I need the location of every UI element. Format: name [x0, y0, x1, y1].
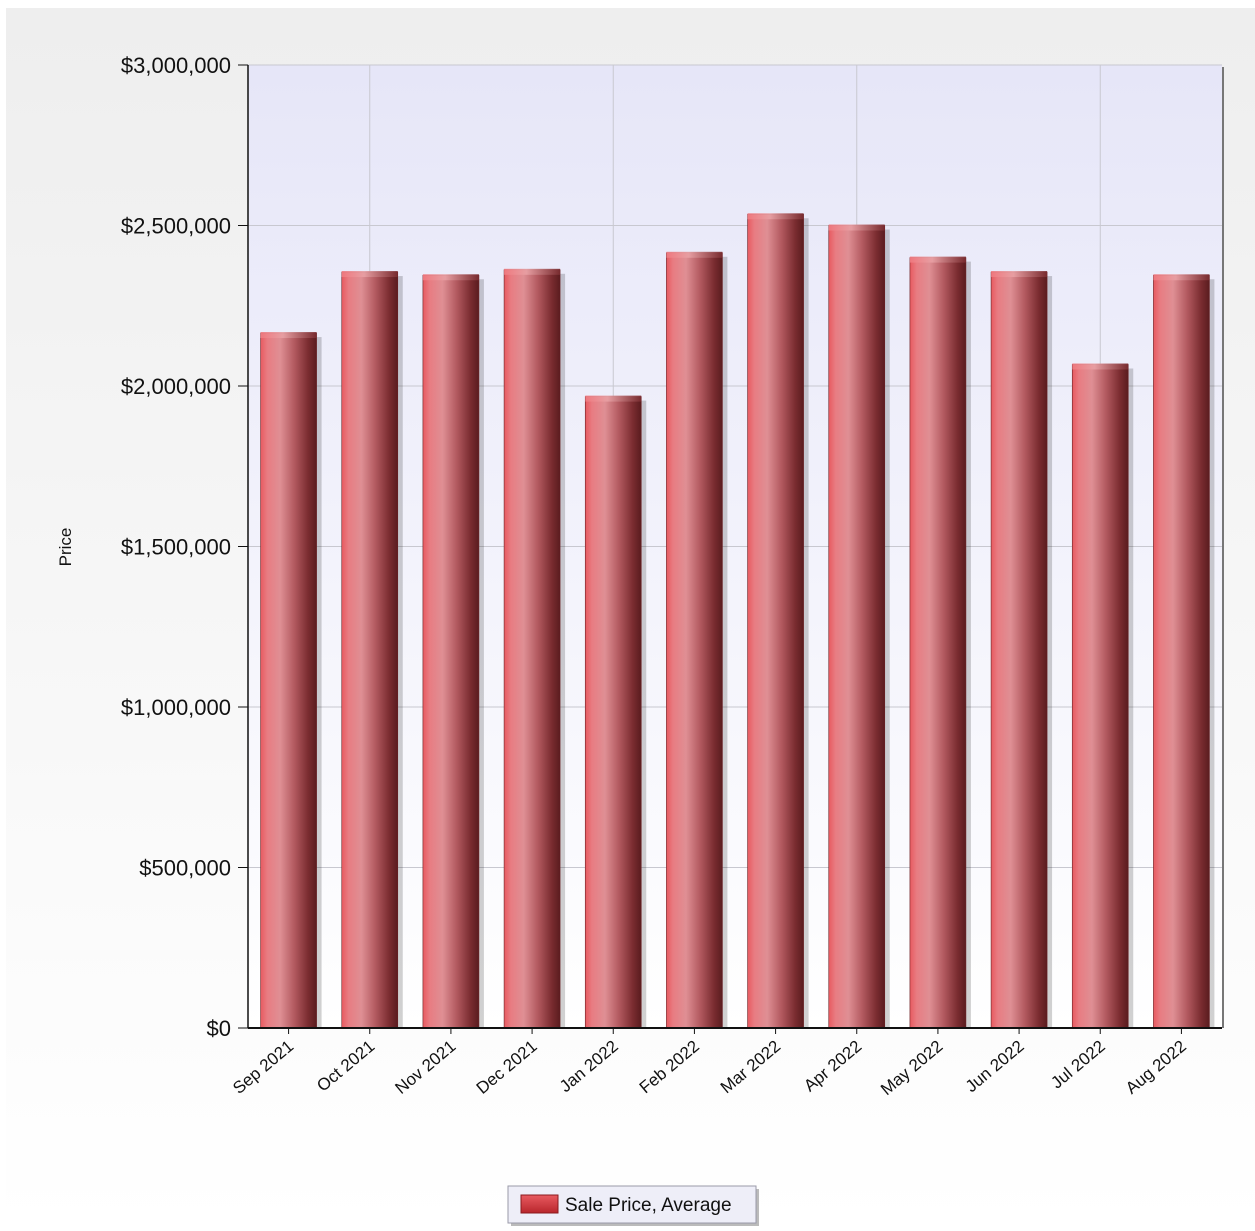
bars [260, 213, 1215, 1029]
y-tick-label: $1,000,000 [121, 695, 231, 720]
bar [422, 274, 480, 1029]
bar [828, 225, 886, 1029]
bar-cap [585, 395, 642, 402]
bar [584, 396, 642, 1029]
bar-cap [747, 213, 804, 220]
legend-swatch [520, 1194, 559, 1214]
bar [990, 271, 1048, 1029]
bar [666, 252, 723, 1029]
legend: Sale Price, Average [507, 1185, 759, 1226]
bar-cap [1072, 363, 1129, 370]
bar [747, 213, 804, 1029]
y-tick-label: $2,500,000 [121, 214, 231, 239]
bar [341, 271, 399, 1029]
bar-cap [422, 274, 479, 281]
bar-cap [341, 271, 398, 278]
y-tick-labels: $0 $500,000 $1,000,000 $1,500,000 $2,000,000… [121, 53, 231, 1041]
bar-cap [828, 224, 885, 231]
bar-cap [666, 251, 723, 258]
y-axis-label: Price [56, 528, 75, 567]
bar-cap [991, 271, 1048, 278]
bar [909, 257, 967, 1029]
bar-cap [1153, 274, 1210, 281]
bar [1071, 364, 1129, 1029]
bar [1153, 274, 1210, 1029]
bar-cap [260, 332, 317, 339]
y-tick-label: $3,000,000 [121, 53, 231, 78]
bar [260, 332, 317, 1029]
bar [503, 269, 561, 1029]
y-tick-label: $0 [207, 1016, 231, 1041]
y-tick-label: $1,500,000 [121, 535, 231, 560]
y-tick-label: $500,000 [139, 856, 231, 881]
bar-cap [504, 268, 561, 275]
legend-label: Sale Price, Average [565, 1195, 732, 1216]
y-tick-label: $2,000,000 [121, 374, 231, 399]
bar-cap [909, 256, 966, 263]
axes [238, 64, 1224, 1029]
